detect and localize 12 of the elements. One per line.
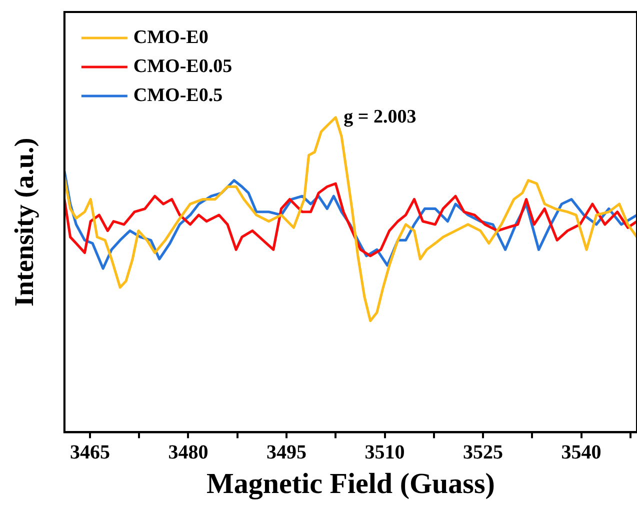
x-tick-label: 3510 — [364, 441, 405, 464]
legend-label: CMO-E0.05 — [133, 56, 232, 77]
legend-label: CMO-E0 — [133, 26, 208, 48]
x-tick-label: 3480 — [168, 441, 208, 464]
y-axis-title: Intensity (a.u.) — [9, 138, 40, 306]
annotation: g = 2.003 — [344, 106, 416, 128]
x-axis-title: Magnetic Field (Guass) — [206, 468, 495, 500]
x-tick-label: 3465 — [70, 441, 110, 464]
legend-label: CMO-E0.5 — [133, 84, 223, 106]
x-tick-label: 3540 — [561, 441, 602, 464]
x-tick-label: 3495 — [266, 441, 306, 464]
x-tick-label: 3525 — [463, 441, 504, 464]
